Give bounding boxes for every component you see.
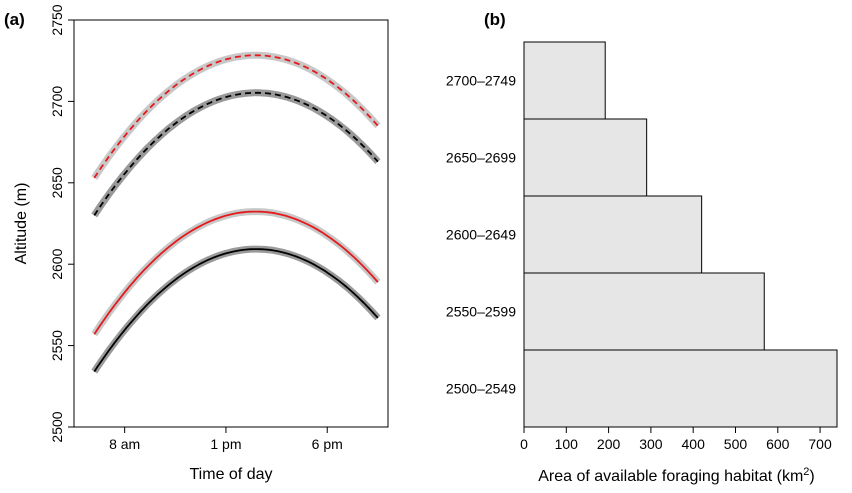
- panel-b-x-tick-label: 0: [520, 436, 528, 452]
- panel-a-x-ticks: 8 am 1 pm 6 pm: [109, 427, 343, 452]
- panel-b-x-axis-title-sup: 2: [803, 466, 809, 478]
- panel-b-category-label: 2650–2699: [446, 150, 516, 166]
- panel-a-series-band: [91, 245, 381, 374]
- panel-a-y-tick-label: 2700: [49, 86, 65, 117]
- panel-a-plot-frame: [73, 19, 389, 428]
- panel-a-y-tick-label: 2600: [49, 248, 65, 279]
- panel-a-y-axis-title: Altitude (m): [13, 183, 30, 265]
- panel-a-y-tick-label: 2550: [49, 330, 65, 361]
- panel-b-bar: [523, 195, 703, 274]
- panel-a-series-line: [93, 91, 379, 216]
- panel-b-category-labels: 2700–2749 2650–2699 2600–2649 2550–2599 2500…: [446, 73, 516, 397]
- panel-b-x-axis-title-end: ): [809, 468, 814, 485]
- panel-b-x-tick-label: 500: [724, 436, 748, 452]
- panel-b-bar: [523, 349, 838, 428]
- panel-b-category-label: 2550–2599: [446, 304, 516, 320]
- panel-a-label: (a): [4, 10, 25, 29]
- panel-b-x-tick-label: 700: [808, 436, 832, 452]
- panel-a-x-tick-label: 6 pm: [312, 436, 343, 452]
- panel-b-x-tick-label: 100: [555, 436, 579, 452]
- panel-b-x-tick-label: 600: [766, 436, 790, 452]
- panel-b-category-label: 2700–2749: [446, 73, 516, 89]
- panel-b-x-tick-label: 200: [597, 436, 621, 452]
- panel-a-series-line: [93, 210, 379, 335]
- panel-a-y-tick-label: 2650: [49, 167, 65, 198]
- panel-b-x-axis-title: Area of available foraging habitat (km2): [538, 466, 815, 485]
- panel-b: (b) 2700–2749 2650–2699 2600–2649 2550–2599…: [446, 10, 838, 485]
- panel-b-category-label: 2500–2549: [446, 381, 516, 397]
- panel-a-y-tick-label: 2750: [49, 4, 65, 35]
- panel-a-y-ticks: 2500 2550 2600 2650 2700 2750: [49, 4, 74, 443]
- panel-b-bars: [523, 41, 838, 428]
- panel-a-series-line: [93, 248, 379, 373]
- panel-b-x-tick-label: 400: [682, 436, 706, 452]
- panel-b-category-label: 2600–2649: [446, 227, 516, 243]
- panel-a: (a) 2500 2550 2600 2650 2700 2750 8 am 1 pm 6 p…: [4, 4, 389, 483]
- panel-a-x-axis-title: Time of day: [190, 466, 273, 483]
- panel-a-series-line: [93, 54, 379, 179]
- panel-b-bar: [523, 118, 648, 197]
- panel-b-bar: [523, 41, 606, 120]
- panel-a-series-band: [91, 89, 381, 218]
- panel-a-x-tick-label: 8 am: [109, 436, 140, 452]
- panel-a-series-lines: [93, 54, 379, 373]
- panel-b-x-axis-title-main: Area of available foraging habitat (km: [538, 468, 803, 485]
- panel-b-x-tick-label: 300: [639, 436, 663, 452]
- panel-a-y-tick-label: 2500: [49, 411, 65, 442]
- panel-b-label: (b): [484, 10, 506, 29]
- panel-b-x-ticks: 0 100 200 300 400 500 600 700: [520, 426, 832, 452]
- panel-b-bar: [523, 272, 765, 351]
- panel-a-x-tick-label: 1 pm: [210, 436, 241, 452]
